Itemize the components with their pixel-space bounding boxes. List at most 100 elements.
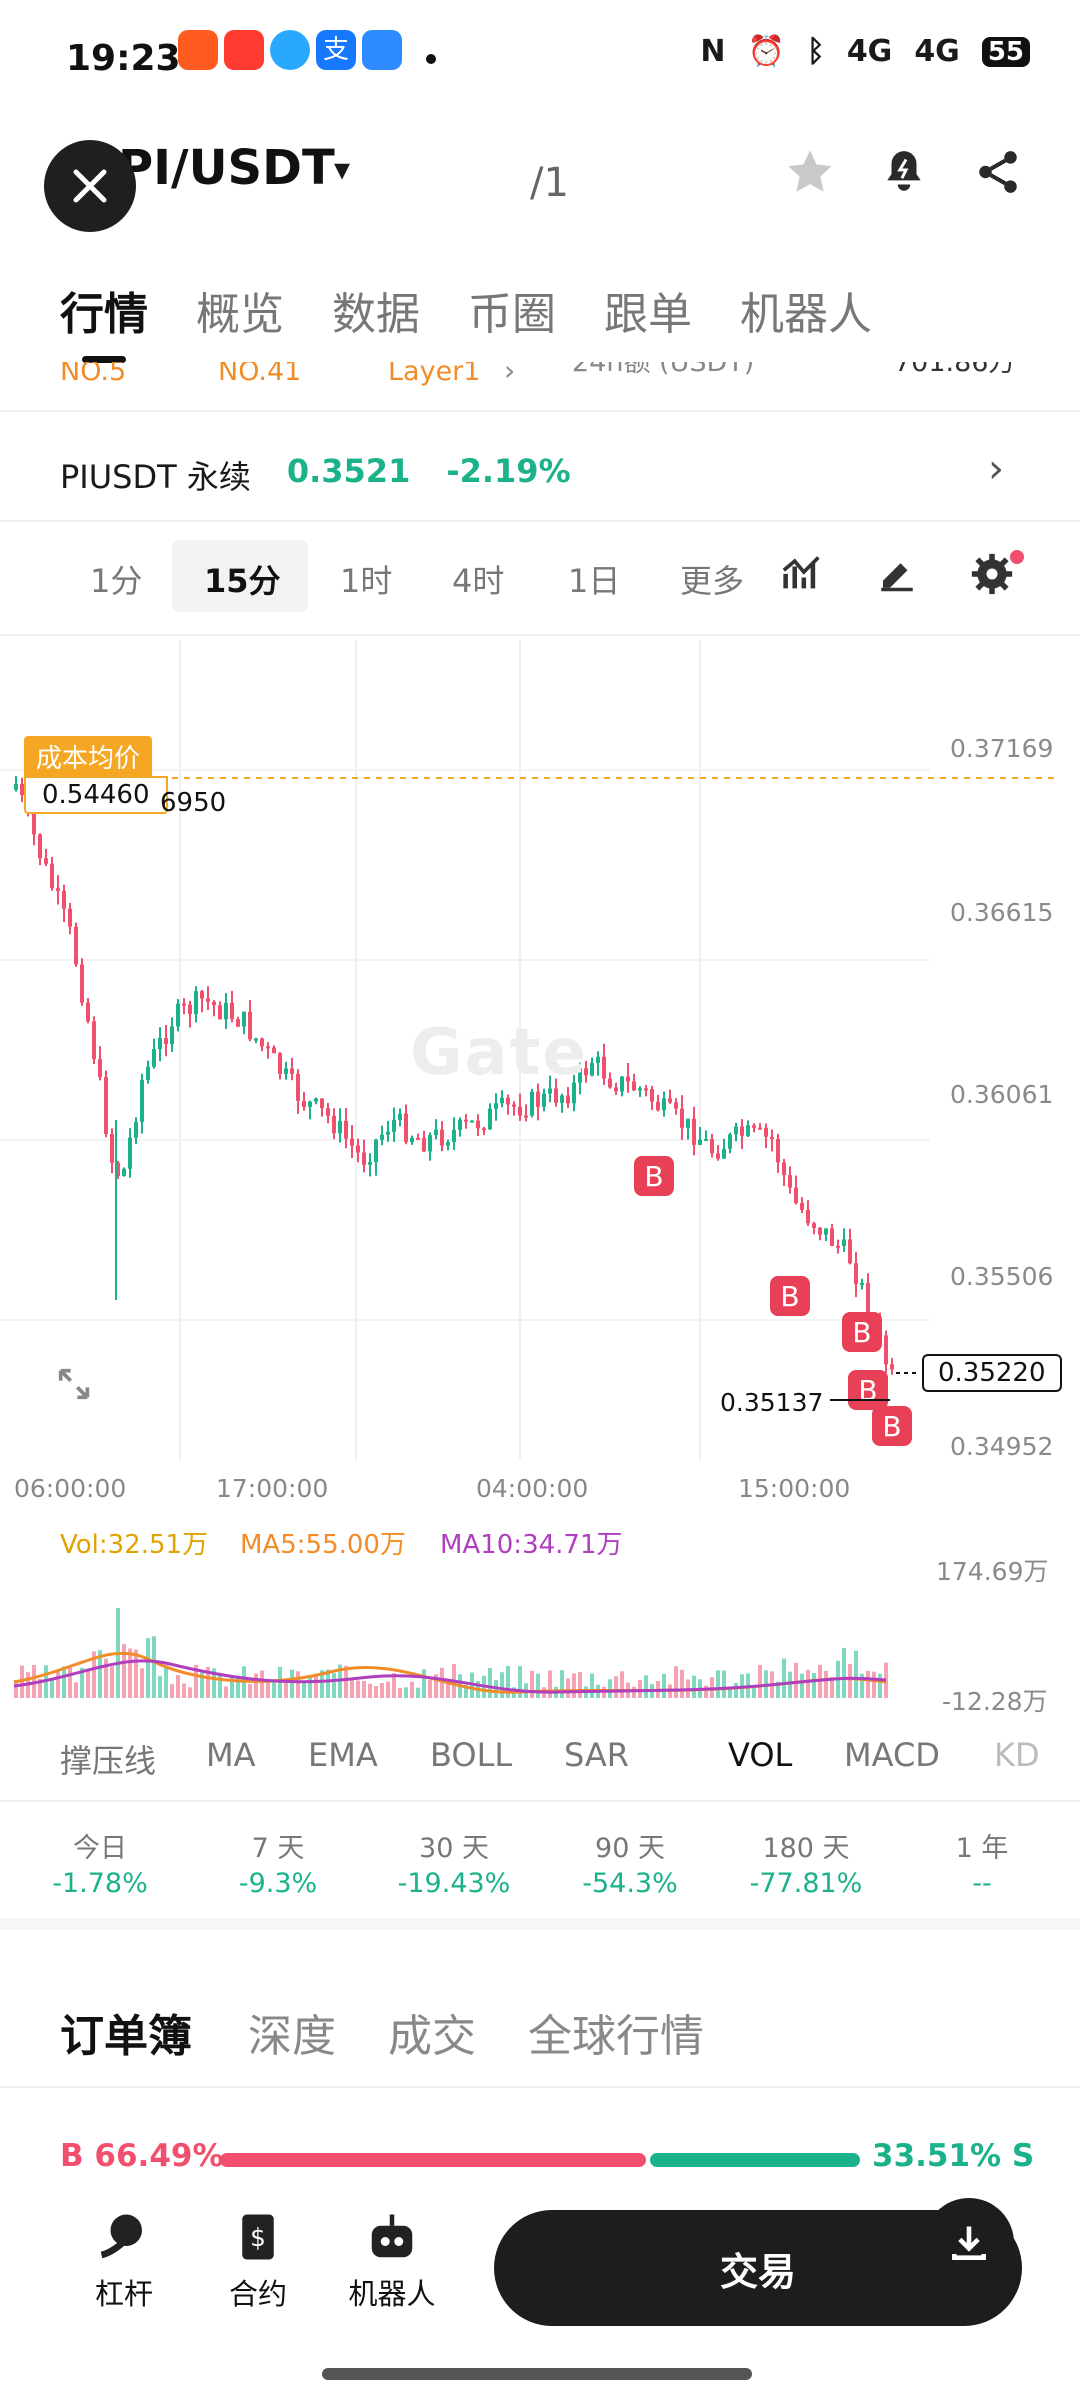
volume-bar — [140, 1668, 144, 1698]
alert-button[interactable] — [872, 140, 936, 204]
settings-badge — [1010, 550, 1024, 564]
indicator-ema[interactable]: EMA — [308, 1736, 378, 1774]
download-button[interactable] — [924, 2198, 1014, 2288]
close-icon — [73, 169, 107, 203]
volume-bar — [152, 1636, 156, 1698]
volume-bar — [830, 1677, 834, 1698]
volume-axis-bottom: -12.28万 — [942, 1687, 1048, 1716]
volume-bar — [854, 1650, 858, 1698]
share-button[interactable] — [966, 140, 1030, 204]
tab-overview[interactable]: 概览 — [196, 289, 284, 340]
tab-market[interactable]: 行情 — [60, 289, 148, 340]
nav-leverage[interactable]: 杠杆 — [64, 2210, 184, 2313]
tab-depth[interactable]: 深度 — [248, 2011, 336, 2062]
volume-bar — [416, 1687, 420, 1698]
volume-bar — [722, 1670, 726, 1698]
candle-body — [716, 1153, 720, 1159]
rank-badge-1[interactable]: NO.5 — [60, 362, 127, 387]
tab-community[interactable]: 币圈 — [468, 289, 556, 340]
buy-marker: B — [770, 1276, 810, 1316]
volume-bar — [230, 1677, 234, 1698]
nav-contract[interactable]: $ 合约 — [198, 2210, 318, 2313]
timeframe-1m[interactable]: 1分 — [90, 562, 143, 600]
indicator-macd[interactable]: MACD — [844, 1736, 940, 1774]
volume-bar — [884, 1662, 888, 1698]
indicator-boll[interactable]: BOLL — [430, 1736, 513, 1774]
candle-body — [98, 1059, 102, 1078]
volume-bar — [728, 1687, 732, 1698]
rank-badge-2[interactable]: NO.41 — [218, 362, 302, 387]
close-button[interactable] — [44, 140, 136, 232]
candle-body — [320, 1098, 324, 1109]
candle-body — [194, 991, 198, 1015]
tab-global-market[interactable]: 全球行情 — [528, 2011, 704, 2062]
candle-body — [62, 890, 66, 909]
chart-indicator-button[interactable] — [780, 552, 824, 596]
candle-body — [848, 1239, 852, 1264]
timeframe-4h[interactable]: 4时 — [452, 562, 505, 600]
candle-body — [206, 998, 210, 1002]
candle-body — [122, 1168, 126, 1176]
volume-bar — [386, 1681, 390, 1698]
candle-body — [806, 1209, 810, 1224]
draw-tool-button[interactable] — [876, 552, 918, 596]
perp-chevron-icon[interactable]: › — [988, 446, 1004, 492]
candle-body — [704, 1139, 708, 1142]
indicator-kd[interactable]: KD — [994, 1736, 1040, 1774]
tab-robot[interactable]: 机器人 — [740, 289, 872, 340]
timeframe-active-bg — [172, 540, 308, 612]
candle-body — [710, 1139, 714, 1154]
candle-body — [386, 1131, 390, 1135]
volume-bar — [128, 1648, 132, 1698]
perp-row[interactable]: PIUSDT 永续 0.3521 -2.19% — [60, 452, 571, 498]
category-badge[interactable]: Layer1 — [388, 362, 481, 387]
buy-marker: B — [634, 1156, 674, 1196]
svg-text:B: B — [852, 1316, 871, 1349]
volume-bar — [200, 1672, 204, 1698]
nav-robot[interactable]: 机器人 — [332, 2210, 452, 2313]
indicator-ma[interactable]: MA — [206, 1736, 256, 1774]
volume-bar — [38, 1678, 42, 1698]
timeframe-1h[interactable]: 1时 — [340, 562, 393, 600]
candle-body — [434, 1129, 438, 1136]
timeframe-1d[interactable]: 1日 — [568, 562, 621, 600]
volume-bar — [464, 1684, 468, 1698]
tab-orderbook[interactable]: 订单簿 — [60, 2011, 192, 2062]
timeframe-15m[interactable]: 15分 — [204, 562, 281, 600]
candle-body — [260, 1038, 264, 1047]
timeframe-more[interactable]: 更多 — [680, 562, 745, 600]
indicator-sar[interactable]: SAR — [564, 1736, 630, 1774]
home-indicator[interactable] — [322, 2368, 752, 2380]
volume-bar — [446, 1683, 450, 1698]
volume-bar — [506, 1666, 510, 1698]
volume-bar — [182, 1683, 186, 1698]
nav-leverage-label: 杠杆 — [94, 2277, 153, 2311]
pair-title[interactable]: PI/USDT — [118, 140, 335, 196]
indicator-support[interactable]: 撑压线 — [60, 1742, 157, 1780]
price-axis-label: 0.36061 — [950, 1080, 1054, 1109]
tab-data[interactable]: 数据 — [332, 289, 420, 340]
tab-trades[interactable]: 成交 — [388, 2011, 476, 2062]
candle-body — [566, 1095, 570, 1104]
candle-body — [554, 1088, 558, 1103]
candle-body — [140, 1079, 144, 1122]
chart-settings-button[interactable] — [970, 550, 1024, 600]
candle-body — [392, 1119, 396, 1132]
volume-bar — [410, 1681, 414, 1698]
candle-body — [470, 1120, 474, 1123]
nav-contract-label: 合约 — [228, 2277, 287, 2311]
candle-body — [608, 1078, 612, 1088]
perp-name: PIUSDT 永续 — [60, 458, 251, 496]
time-axis-label: 15:00:00 — [738, 1474, 851, 1503]
indicator-vol[interactable]: VOL — [728, 1736, 793, 1774]
tab-copy-trade[interactable]: 跟单 — [604, 289, 692, 340]
candle-body — [170, 1026, 174, 1045]
favorite-button[interactable] — [778, 140, 842, 204]
candle-body — [158, 1038, 162, 1050]
pair-dropdown-icon[interactable]: ▾ — [334, 150, 351, 188]
performance-value: -77.81% — [749, 1868, 863, 1899]
volume-bar — [380, 1682, 384, 1698]
candle-body — [536, 1091, 540, 1107]
expand-chart-button[interactable] — [54, 1364, 94, 1408]
